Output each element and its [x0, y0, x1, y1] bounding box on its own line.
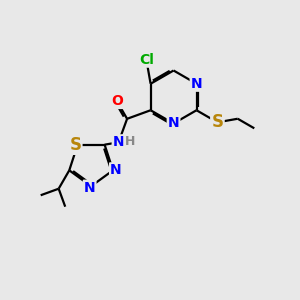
- Text: N: N: [110, 163, 122, 177]
- Text: S: S: [212, 113, 224, 131]
- Text: S: S: [69, 136, 81, 154]
- Text: H: H: [124, 135, 135, 148]
- Text: N: N: [84, 181, 95, 195]
- Text: N: N: [113, 135, 124, 149]
- Text: N: N: [191, 77, 202, 91]
- Text: Cl: Cl: [139, 52, 154, 67]
- Text: O: O: [111, 94, 123, 108]
- Text: N: N: [168, 116, 179, 130]
